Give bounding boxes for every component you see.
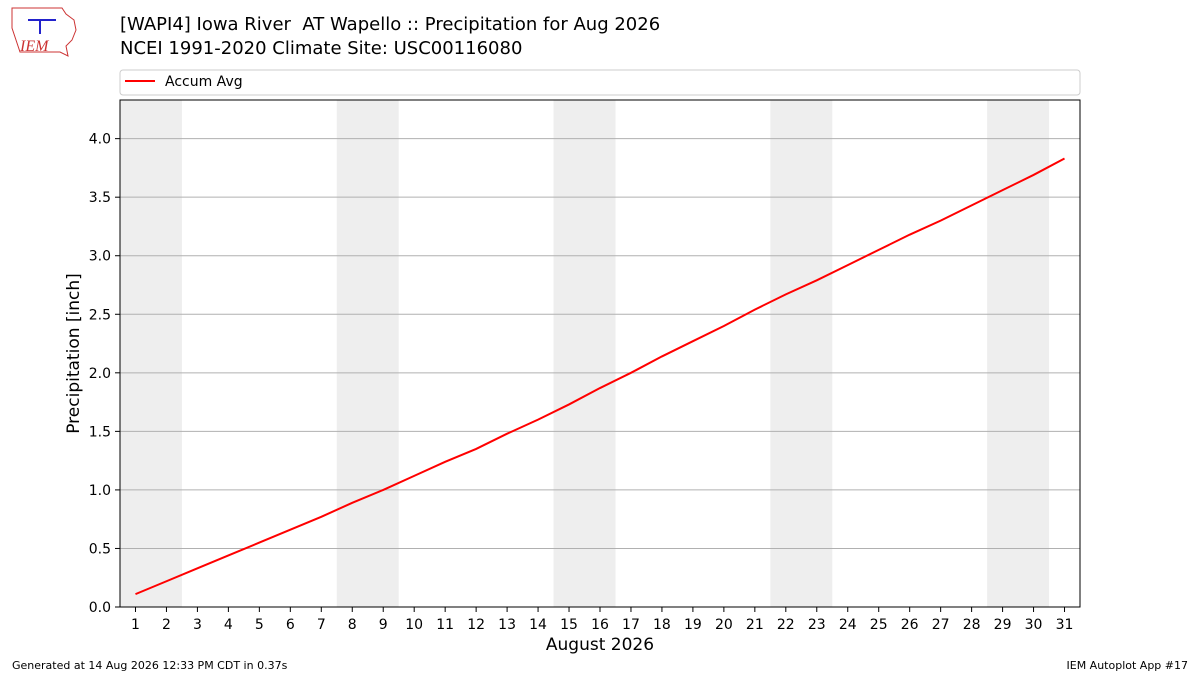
x-tick-label: 18 bbox=[653, 617, 671, 633]
x-tick-label: 24 bbox=[839, 617, 857, 633]
x-tick-label: 11 bbox=[436, 617, 454, 633]
x-tick-label: 3 bbox=[193, 617, 202, 633]
footer-right: IEM Autoplot App #17 bbox=[1067, 659, 1189, 672]
weekend-shade bbox=[987, 100, 1050, 607]
x-tick-label: 7 bbox=[317, 617, 326, 633]
footer-left: Generated at 14 Aug 2026 12:33 PM CDT in… bbox=[12, 659, 288, 672]
y-tick-label: 2.0 bbox=[89, 366, 111, 382]
x-tick-label: 9 bbox=[379, 617, 388, 633]
y-tick-label: 3.5 bbox=[89, 190, 111, 206]
chart-title: [WAPI4] Iowa River AT Wapello :: Precipi… bbox=[120, 14, 660, 35]
x-tick-label: 10 bbox=[405, 617, 423, 633]
weekend-shade bbox=[770, 100, 833, 607]
y-tick-label: 1.5 bbox=[89, 424, 111, 440]
x-tick-label: 26 bbox=[901, 617, 919, 633]
x-tick-label: 5 bbox=[255, 617, 264, 633]
x-tick-label: 6 bbox=[286, 617, 295, 633]
x-tick-label: 13 bbox=[498, 617, 516, 633]
x-tick-label: 21 bbox=[746, 617, 764, 633]
weekend-shade bbox=[553, 100, 616, 607]
x-tick-label: 12 bbox=[467, 617, 485, 633]
x-tick-label: 28 bbox=[963, 617, 981, 633]
x-tick-label: 8 bbox=[348, 617, 357, 633]
x-tick-label: 16 bbox=[591, 617, 609, 633]
x-tick-label: 23 bbox=[808, 617, 826, 633]
y-axis-label: Precipitation [inch] bbox=[64, 273, 84, 434]
x-tick-label: 27 bbox=[932, 617, 950, 633]
x-tick-label: 19 bbox=[684, 617, 702, 633]
x-axis-label: August 2026 bbox=[546, 635, 654, 655]
y-tick-label: 0.5 bbox=[89, 541, 111, 557]
logo-text: IEM bbox=[19, 38, 50, 55]
x-tick-label: 15 bbox=[560, 617, 578, 633]
x-tick-label: 2 bbox=[162, 617, 171, 633]
legend-label: Accum Avg bbox=[165, 74, 243, 90]
y-tick-label: 4.0 bbox=[89, 132, 111, 148]
logo: IEM bbox=[11, 7, 77, 57]
x-tick-label: 25 bbox=[870, 617, 888, 633]
chart-subtitle: NCEI 1991-2020 Climate Site: USC00116080 bbox=[120, 38, 522, 59]
y-tick-label: 1.0 bbox=[89, 483, 111, 499]
x-tick-label: 30 bbox=[1025, 617, 1043, 633]
x-tick-label: 20 bbox=[715, 617, 733, 633]
weekend-shade bbox=[336, 100, 399, 607]
x-tick-label: 4 bbox=[224, 617, 233, 633]
y-tick-label: 3.0 bbox=[89, 249, 111, 265]
legend-box bbox=[119, 69, 1081, 96]
x-tick-label: 22 bbox=[777, 617, 795, 633]
y-tick-label: 0.0 bbox=[89, 600, 111, 616]
weekend-shade bbox=[120, 100, 182, 607]
y-tick-label: 2.5 bbox=[89, 307, 111, 323]
x-tick-label: 1 bbox=[131, 617, 140, 633]
x-tick-label: 29 bbox=[994, 617, 1012, 633]
series-line bbox=[135, 157, 1065, 596]
x-tick-label: 31 bbox=[1056, 617, 1074, 633]
x-tick-label: 14 bbox=[529, 617, 547, 633]
plot-frame bbox=[119, 99, 1081, 608]
x-tick-label: 17 bbox=[622, 617, 640, 633]
